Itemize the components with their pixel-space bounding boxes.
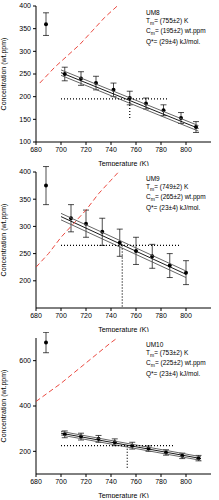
svg-text:350: 350 [19, 196, 31, 203]
html-text:Tm= (749±2) K: Tm= (749±2) K [146, 183, 189, 193]
svg-text:250: 250 [19, 70, 31, 77]
svg-text:760: 760 [130, 478, 142, 485]
svg-text:680: 680 [30, 478, 42, 485]
svg-text:350: 350 [19, 25, 31, 32]
svg-text:800: 800 [180, 478, 192, 485]
html-text:Cm= (195±2) wt.ppm: Cm= (195±2) wt.ppm [146, 27, 206, 37]
svg-text:250: 250 [19, 250, 31, 257]
svg-text:100: 100 [19, 138, 31, 145]
html-text:Cm= (265±2) wt.ppm: Cm= (265±2) wt.ppm [146, 193, 206, 203]
svg-text:760: 760 [130, 146, 142, 153]
html-text:Cm= (225±2) wt.ppm: Cm= (225±2) wt.ppm [146, 359, 206, 369]
svg-text:740: 740 [105, 312, 117, 319]
svg-text:680: 680 [30, 312, 42, 319]
svg-text:600: 600 [19, 357, 31, 364]
html-text:Tm= (755±2) K: Tm= (755±2) K [146, 17, 189, 27]
html-text:Q* = (29±4) kJ/mol.: Q* = (29±4) kJ/mol. [146, 37, 201, 45]
svg-text:150: 150 [19, 116, 31, 123]
svg-text:720: 720 [80, 312, 92, 319]
svg-text:Concentration (wt.ppm): Concentration (wt.ppm) [8, 38, 9, 111]
svg-text:740: 740 [105, 478, 117, 485]
svg-text:Temperature (K): Temperature (K) [98, 492, 149, 498]
svg-text:800: 800 [180, 146, 192, 153]
html-text:UM8: UM8 [146, 9, 160, 16]
svg-text:Concentration (wt.ppm): Concentration (wt.ppm) [8, 370, 9, 443]
html-text:UM9: UM9 [146, 175, 160, 182]
svg-text:740: 740 [105, 146, 117, 153]
svg-text:720: 720 [80, 478, 92, 485]
svg-text:700: 700 [55, 146, 67, 153]
svg-text:300: 300 [19, 223, 31, 230]
svg-text:400: 400 [19, 402, 31, 409]
svg-text:680: 680 [30, 146, 42, 153]
html-text:Tm= (753±2) K: Tm= (753±2) K [146, 349, 189, 359]
html-text:Q* = (23±4) kJ/mol.: Q* = (23±4) kJ/mol. [146, 203, 201, 211]
svg-text:400: 400 [19, 168, 31, 175]
svg-text:760: 760 [130, 312, 142, 319]
svg-text:780: 780 [155, 146, 167, 153]
html-text:UM10: UM10 [146, 341, 164, 348]
svg-text:780: 780 [155, 312, 167, 319]
svg-text:200: 200 [19, 277, 31, 284]
svg-text:300: 300 [19, 48, 31, 55]
svg-text:Concentration (wt.ppm): Concentration (wt.ppm) [8, 204, 9, 277]
svg-text:Temperature (K): Temperature (K) [98, 326, 149, 332]
svg-text:800: 800 [180, 312, 192, 319]
svg-text:400: 400 [19, 2, 31, 9]
svg-text:200: 200 [19, 93, 31, 100]
html-text:Q* = (23±4) kJ/mol.: Q* = (23±4) kJ/mol. [146, 369, 201, 377]
svg-text:Temperature (K): Temperature (K) [98, 160, 149, 166]
svg-text:200: 200 [19, 448, 31, 455]
svg-text:700: 700 [55, 312, 67, 319]
svg-text:720: 720 [80, 146, 92, 153]
svg-text:700: 700 [55, 478, 67, 485]
svg-text:780: 780 [155, 478, 167, 485]
